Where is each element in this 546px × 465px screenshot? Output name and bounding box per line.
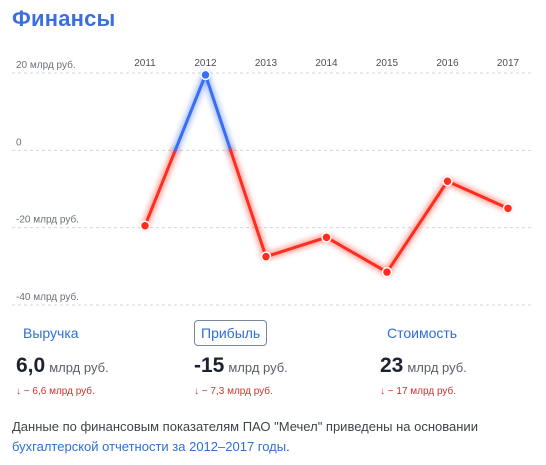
metric-profit-value: -15 bbox=[194, 354, 225, 377]
metric-revenue: Выручка 6,0 млрд руб. ↓ − 6,6 млрд руб. bbox=[16, 320, 109, 397]
metric-profit-change: ↓ − 7,3 млрд руб. bbox=[194, 386, 273, 397]
y-tick-label: -40 млрд руб. bbox=[16, 291, 79, 303]
series-line-segment bbox=[446, 179, 510, 210]
source-report-link[interactable]: бухгалтерской отчетности за 2012–2017 го… bbox=[12, 439, 287, 454]
metric-revenue-unit: млрд руб. bbox=[49, 360, 109, 375]
series-line-segment bbox=[325, 235, 389, 274]
metric-revenue-change: ↓ − 6,6 млрд руб. bbox=[16, 386, 95, 397]
y-tick-label: 0 bbox=[16, 137, 22, 148]
series-line-segment bbox=[385, 179, 449, 274]
data-point[interactable] bbox=[321, 232, 332, 243]
metric-revenue-value: 6,0 bbox=[16, 354, 46, 377]
section-title: Финансы bbox=[12, 6, 116, 31]
metric-market-change: ↓ − 17 млрд руб. bbox=[380, 386, 457, 397]
series-line-segment bbox=[173, 73, 207, 152]
tab-revenue[interactable]: Выручка bbox=[23, 325, 79, 341]
series-line-segment bbox=[143, 148, 177, 228]
tab-market-value[interactable]: Стоимость bbox=[387, 325, 458, 341]
data-point[interactable] bbox=[139, 220, 151, 231]
metric-profit-unit: млрд руб. bbox=[228, 360, 288, 375]
x-tick-label: 2015 bbox=[376, 58, 399, 69]
metric-market-value: 23 bbox=[380, 354, 404, 377]
y-tick-label: -20 млрд руб. bbox=[16, 214, 79, 226]
metric-market-unit: млрд руб. bbox=[407, 360, 467, 375]
metric-profit: Прибыль -15 млрд руб. ↓ − 7,3 млрд руб. bbox=[194, 320, 288, 397]
x-tick-label: 2011 bbox=[134, 58, 156, 69]
series-line-segment bbox=[204, 73, 233, 152]
source-note-end: . bbox=[286, 439, 290, 454]
series-line-segment bbox=[229, 148, 268, 259]
x-tick-label: 2013 bbox=[255, 58, 278, 69]
metric-value: Стоимость 23 млрд руб. ↓ − 17 млрд руб. bbox=[380, 320, 467, 397]
data-point[interactable] bbox=[200, 69, 211, 81]
x-tick-label: 2012 bbox=[194, 58, 217, 69]
tab-profit[interactable]: Прибыль bbox=[194, 320, 268, 346]
source-note-text: Данные по финансовым показателям ПАО "Ме… bbox=[12, 419, 478, 434]
y-tick-label: 20 млрд руб. bbox=[16, 59, 76, 71]
x-tick-label: 2017 bbox=[497, 58, 520, 69]
series-line-segment bbox=[264, 235, 328, 259]
data-point[interactable] bbox=[442, 176, 453, 187]
metrics-panel: Выручка 6,0 млрд руб. ↓ − 6,6 млрд руб. П… bbox=[0, 320, 546, 410]
data-point[interactable] bbox=[260, 251, 272, 262]
data-point[interactable] bbox=[381, 266, 393, 278]
source-note: Данные по финансовым показателям ПАО "Ме… bbox=[12, 417, 532, 457]
x-tick-label: 2016 bbox=[436, 58, 459, 69]
x-tick-label: 2014 bbox=[315, 58, 338, 69]
data-point[interactable] bbox=[502, 203, 514, 214]
profit-line-chart: 20 млрд руб. 0 -20 млрд руб. -40 млрд руб. 2… bbox=[12, 58, 534, 306]
